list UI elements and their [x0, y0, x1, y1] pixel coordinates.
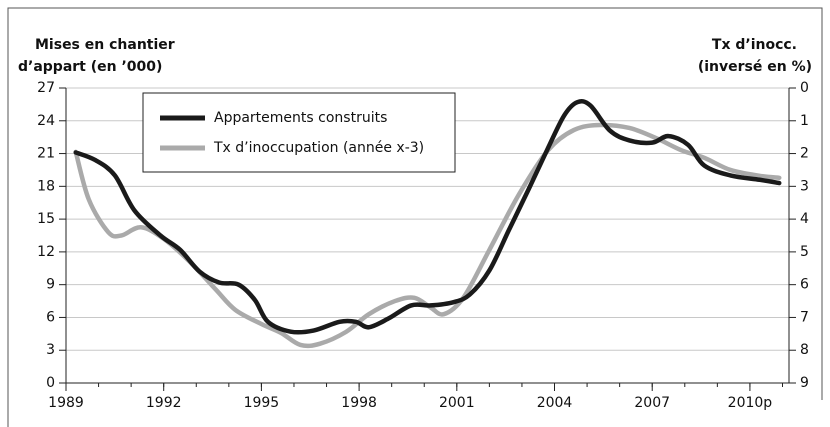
y2-tick-label: 0	[800, 80, 809, 96]
y2-tick-label: 4	[800, 211, 809, 227]
y2-axis-title: Tx d’inocc.	[712, 37, 797, 53]
y-tick-label: 3	[46, 342, 55, 358]
y-tick-label: 15	[37, 211, 55, 227]
x-tick-label: 1992	[146, 395, 182, 411]
y2-axis-title: (inversé en %)	[698, 59, 812, 75]
series-line	[73, 99, 782, 335]
x-tick-label: 1989	[48, 395, 84, 411]
y-tick-label: 9	[46, 277, 55, 293]
y-tick-label: 12	[37, 244, 55, 260]
x-tick-label: 2010p	[728, 395, 773, 411]
frame	[7, 7, 823, 427]
y2-tick-label: 1	[800, 113, 809, 129]
legend-label: Tx d’inoccupation (année x-3)	[213, 140, 424, 156]
legend-label: Appartements construits	[214, 110, 387, 126]
y-tick-label: 27	[37, 80, 55, 96]
x-tick-label: 2007	[634, 395, 670, 411]
y-tick-label: 18	[37, 178, 55, 194]
y2-tick-label: 3	[800, 178, 809, 194]
x-tick-label: 1998	[341, 395, 377, 411]
y-axis-title: Mises en chantier	[35, 37, 175, 53]
y-tick-label: 6	[46, 309, 55, 325]
legend: Appartements construits Tx d’inoccupation…	[142, 92, 456, 173]
y2-tick-label: 9	[800, 375, 809, 391]
x-tick-label: 2001	[439, 395, 475, 411]
legend-box	[142, 92, 456, 173]
y2-tick-label: 8	[800, 342, 809, 358]
y2-tick-label: 2	[800, 146, 809, 162]
x-tick-label: 2004	[537, 395, 573, 411]
lines	[73, 99, 782, 349]
y-axis-title: d’appart (en ’000)	[18, 59, 162, 75]
y2-tick-label: 6	[800, 277, 809, 293]
y2-tick-label: 7	[800, 309, 809, 325]
y-tick-label: 21	[37, 146, 55, 162]
y-tick-label: 0	[46, 375, 55, 391]
y-tick-label: 24	[37, 113, 55, 129]
y2-tick-label: 5	[800, 244, 809, 260]
x-tick-label: 1995	[244, 395, 280, 411]
